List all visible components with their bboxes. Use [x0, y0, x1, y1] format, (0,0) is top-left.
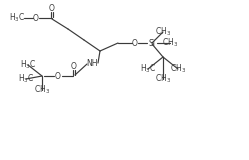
Text: CH$_3$: CH$_3$ [162, 37, 178, 49]
Text: CH$_3$: CH$_3$ [34, 84, 50, 96]
Text: O: O [33, 13, 39, 23]
Text: O: O [55, 72, 61, 80]
Text: O: O [132, 39, 138, 48]
Text: NH: NH [86, 59, 98, 68]
Text: CH$_3$: CH$_3$ [155, 26, 171, 38]
Text: H$_3$C: H$_3$C [9, 12, 25, 24]
Text: H$_3$C: H$_3$C [140, 63, 156, 75]
Text: H$_3$C: H$_3$C [18, 73, 34, 85]
Text: O: O [49, 4, 55, 12]
Text: H$_3$C: H$_3$C [20, 59, 36, 71]
Text: O: O [71, 61, 77, 71]
Text: CH$_3$: CH$_3$ [170, 63, 186, 75]
Text: Si: Si [148, 39, 155, 48]
Text: CH$_3$: CH$_3$ [155, 73, 171, 85]
